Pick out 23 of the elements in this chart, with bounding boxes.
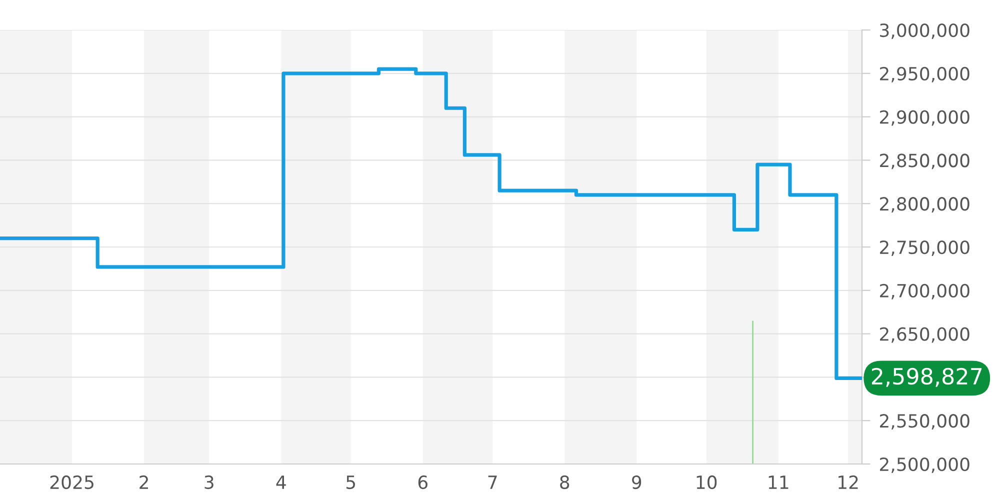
x-tick-label: 10: [696, 475, 717, 490]
x-tick-label: 2025: [50, 475, 94, 490]
x-tick-label: 8: [560, 475, 570, 490]
y-tick-label: 2,800,000: [880, 197, 970, 213]
x-tick-label: 7: [488, 476, 497, 489]
y-tick-label: 2,700,000: [880, 284, 970, 300]
y-tick-label: 2,750,000: [880, 240, 970, 256]
y-tick-label: 3,000,000: [880, 23, 970, 39]
y-tick-label: 2,900,000: [880, 110, 970, 126]
y-tick-label: 2,850,000: [880, 154, 970, 170]
y-tick-label: 2,950,000: [880, 66, 970, 82]
y-tick-label: 2,500,000: [880, 457, 970, 473]
x-tick-label: 11: [768, 476, 788, 489]
x-tick-label: 9: [632, 475, 642, 490]
y-tick-label: 2,550,000: [880, 414, 970, 430]
annotation: 2,598,827: [872, 368, 982, 387]
x-tick-label: 5: [346, 476, 356, 490]
y-tick-label: 2,650,000: [880, 327, 970, 343]
x-tick-label: 4: [276, 476, 286, 489]
x-tick-label: 6: [418, 475, 428, 490]
x-tick-label: 3: [204, 475, 214, 490]
x-tick-label: 12: [838, 475, 858, 489]
x-tick-label: 2: [140, 475, 148, 489]
